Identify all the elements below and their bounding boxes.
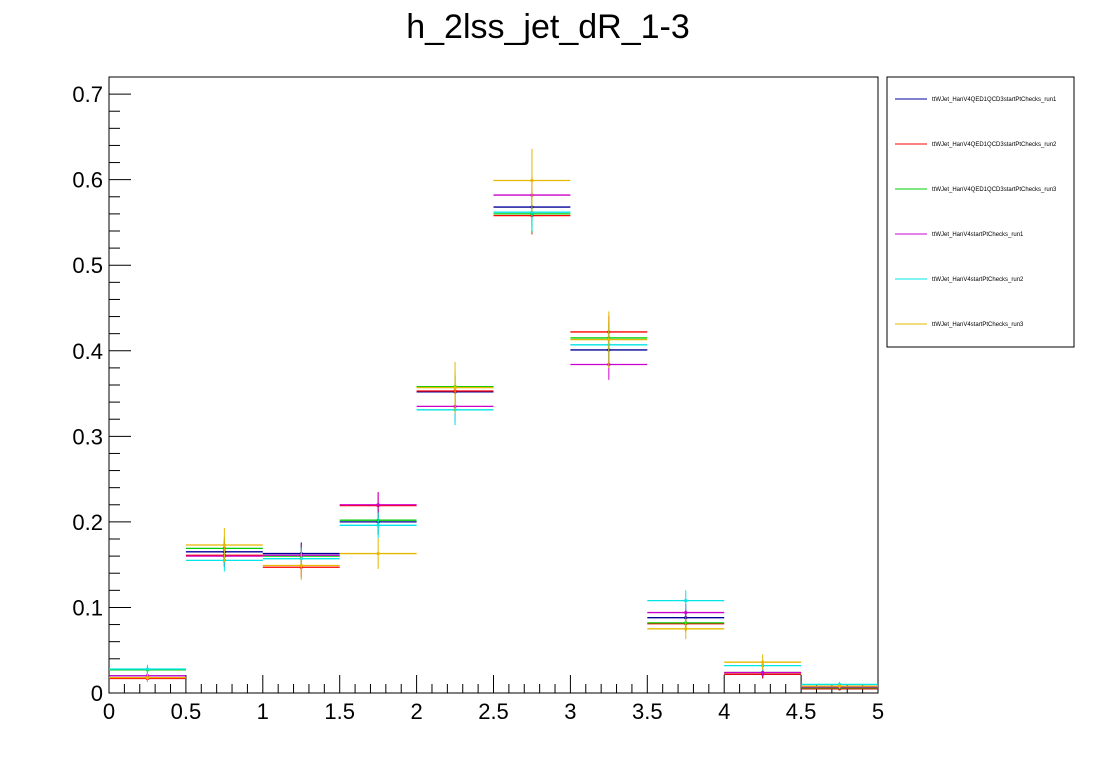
series-1 [109,188,878,691]
x-tick-label: 2 [410,699,422,724]
x-tick-label: 3.5 [632,699,663,724]
y-tick-label: 0 [91,681,103,706]
legend: ttWJet_HanV4QED1QCD3startPtChecks_run1tt… [886,76,1075,348]
data-point [684,599,688,603]
x-tick-label: 3 [564,699,576,724]
y-tick-label: 0.1 [72,595,103,620]
data-point [530,178,534,183]
data-point [145,676,150,680]
series-5 [109,193,878,688]
series-6 [109,148,878,689]
series-layer [109,148,878,691]
y-tick-label: 0.2 [72,510,103,535]
x-tick-label: 0.5 [171,699,202,724]
series-4 [109,176,878,690]
data-point [607,338,611,342]
legend-entry: ttWJet_HanV4startPtChecks_run3 [932,322,1024,328]
data-point [299,563,303,568]
data-point [222,543,226,547]
legend-entry: ttWJet_HanV4QED1QCD3startPtChecks_run1 [932,97,1057,103]
series-2 [109,196,878,691]
data-point [145,667,150,671]
chart-title: h_2lss_jet_dR_1-3 [406,8,690,46]
y-tick-label: 0.3 [72,424,103,449]
data-point [684,610,688,615]
data-point [376,523,380,527]
legend-entry: ttWJet_HanV4QED1QCD3startPtChecks_run2 [932,142,1057,148]
data-point [837,684,842,688]
x-tick-label: 1 [257,699,269,724]
data-point [684,627,688,631]
x-tick-label: 0 [103,699,115,724]
series-3 [109,195,878,690]
y-tick-label: 0.7 [72,82,103,107]
legend-box [886,76,1075,348]
axes: 0 0.5 1 1.5 2 2.5 3 3.5 4 4.5 5 0 0.1 0.2 0.3 0.4 0.5 0.6… [72,76,884,724]
data-point [376,503,380,507]
data-point [761,670,765,675]
x-tick-label: 1.5 [324,699,355,724]
x-tick-label: 4.5 [786,699,817,724]
data-point [453,385,457,390]
y-tick-label: 0.6 [72,168,103,193]
data-point [376,551,380,556]
legend-entry: ttWJet_HanV4QED1QCD3startPtChecks_run3 [932,187,1057,193]
x-tick-label: 4 [718,699,730,724]
x-tick-label: 2.5 [478,699,509,724]
legend-entry: ttWJet_HanV4startPtChecks_run1 [932,232,1024,238]
y-tick-label: 0.4 [72,339,103,364]
plot-frame [108,76,879,694]
legend-entry: ttWJet_HanV4startPtChecks_run2 [932,277,1024,283]
y-tick-label: 0.5 [72,253,103,278]
data-point [761,660,765,664]
x-tick-label: 5 [872,699,884,724]
